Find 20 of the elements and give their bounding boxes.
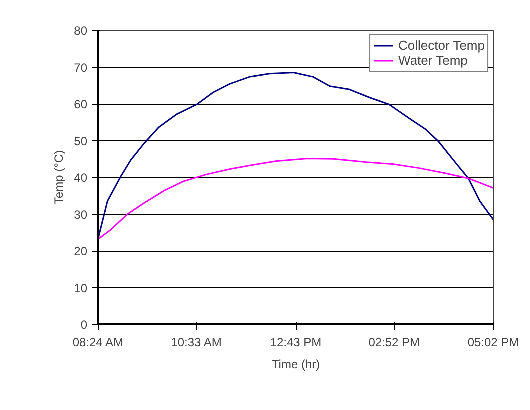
y-tick-label: 50 (74, 134, 88, 148)
y-tick-label: 20 (74, 244, 88, 258)
x-tick-label: 12:43 PM (270, 336, 322, 350)
y-tick-label: 30 (74, 208, 88, 222)
y-tick-label: 80 (74, 24, 88, 38)
x-tick-label: 05:02 PM (468, 336, 520, 350)
line-series (98, 72, 494, 239)
y-axis-title: Temp (°C) (52, 150, 66, 205)
y-tick-label: 10 (74, 281, 88, 296)
line-series (98, 158, 494, 240)
x-tick-label: 10:33 AM (171, 336, 222, 350)
x-axis-title: Time (hr) (272, 358, 320, 372)
y-tick-label: 0 (80, 318, 88, 332)
y-tick-label: 70 (74, 60, 88, 75)
y-tick-label: 60 (74, 98, 88, 112)
y-tick-label: 40 (74, 171, 88, 185)
x-tick-label: 08:24 AM (72, 336, 124, 350)
x-tick-label: 02:52 PM (368, 336, 420, 350)
legend-label: Water Temp (398, 53, 468, 68)
legend-label: Collector Temp (398, 38, 485, 53)
